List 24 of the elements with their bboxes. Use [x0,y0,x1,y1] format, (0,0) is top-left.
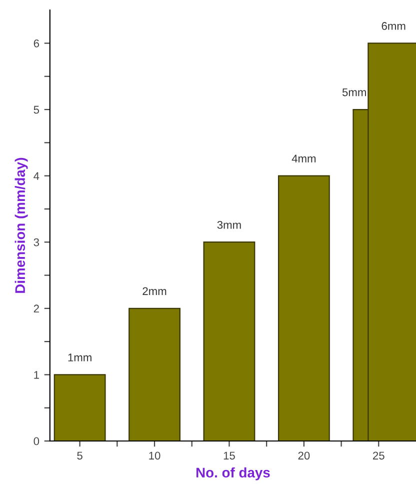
x-tick-label: 10 [149,452,160,460]
x-tick-label: 15 [224,452,235,460]
y-tick-label: 4 [34,172,40,180]
y-tick-label: 1 [34,371,39,379]
y-tick-label: 3 [34,238,40,246]
data-label: 1mm [68,354,92,362]
data-label: 2mm [142,287,166,295]
y-tick-label: 0 [34,437,40,446]
x-tick-label: 25 [373,452,384,460]
data-label: 5mm [342,88,366,96]
y-tick-label: 5 [34,106,40,114]
data-label: 6mm [382,22,406,30]
bar [128,308,180,441]
y-axis-title: Dimension (mm/day) [14,158,28,293]
data-label: 4mm [292,154,316,162]
data-label: 3mm [217,220,241,229]
bar [203,242,256,441]
bar [278,175,330,441]
x-tick-label: 5 [77,452,82,460]
x-tick-label: 20 [298,452,310,460]
y-tick-label: 2 [34,304,39,312]
x-axis-title: No. of days [196,467,270,480]
y-tick-label: 6 [34,39,40,48]
bar [54,374,106,441]
